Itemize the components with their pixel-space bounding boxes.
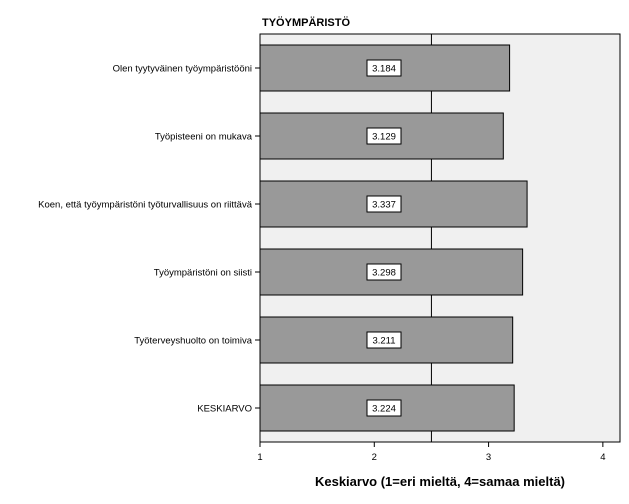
data-label-box (366, 263, 402, 281)
category-label: KESKIARVO (197, 404, 252, 415)
data-label: 3.298 (372, 268, 396, 279)
data-label-box (366, 331, 402, 349)
data-label: 3.129 (372, 132, 396, 143)
data-label: 3.211 (372, 336, 395, 347)
data-label: 3.184 (372, 64, 396, 75)
data-label-box (366, 399, 402, 417)
data-label-box (366, 195, 402, 213)
x-tick-label: 3 (486, 452, 491, 463)
category-label: Koen, että työympäristöni työturvallisuu… (38, 200, 253, 211)
category-label: Työterveyshuolto on toimiva (134, 336, 252, 347)
category-label: Työympäristöni on siisti (154, 268, 252, 279)
x-axis-label: Keskiarvo (1=eri mieltä, 4=samaa mieltä) (315, 474, 565, 489)
plot-area (259, 33, 621, 443)
chart-title: TYÖYMPÄRISTÖ (262, 16, 350, 29)
data-label-box (366, 127, 402, 145)
bars-group: 3.184 3.129 3.337 3.298 3.211 3.224 (259, 44, 528, 432)
data-label-box (366, 59, 402, 77)
y-axis: Olen tyytyväinen työympäristööni Työpiste… (38, 64, 260, 415)
data-label: 3.337 (372, 200, 396, 211)
x-tick-label: 1 (257, 452, 262, 463)
category-label: Työpisteeni on mukava (155, 132, 253, 143)
data-label: 3.224 (372, 404, 396, 415)
x-tick-label: 2 (372, 452, 377, 463)
x-axis: 1 2 3 4 (257, 442, 606, 463)
x-tick-label: 4 (600, 452, 605, 463)
category-label: Olen tyytyväinen työympäristööni (113, 64, 252, 75)
